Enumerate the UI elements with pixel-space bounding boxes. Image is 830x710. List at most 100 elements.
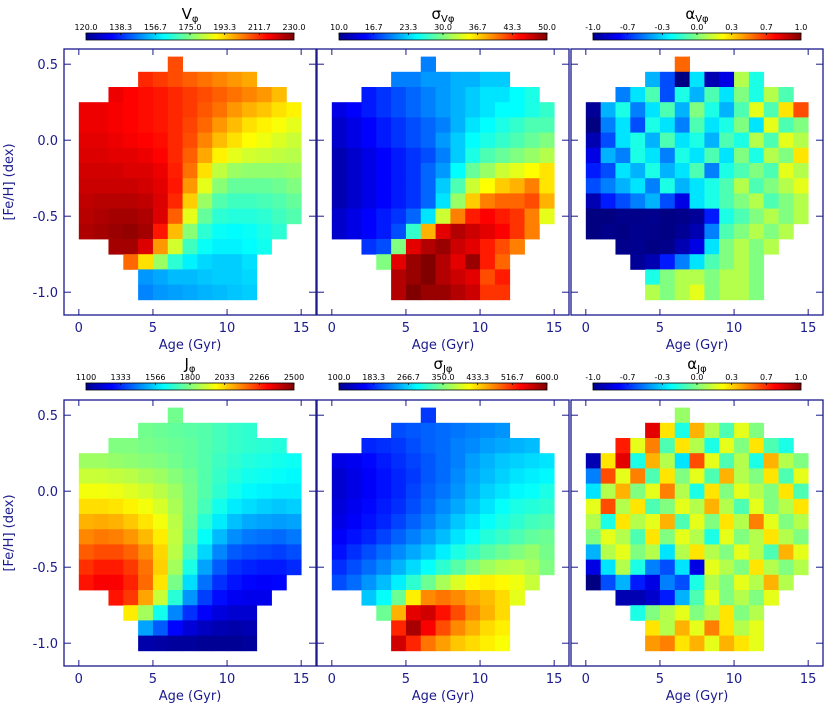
- heatmap-cell: [271, 87, 287, 103]
- heatmap-cell: [524, 483, 540, 500]
- colorbar-tick-label: 230.0: [283, 23, 306, 32]
- heatmap-cell: [450, 254, 466, 270]
- heatmap-cell: [450, 544, 466, 560]
- heatmap-cell: [138, 605, 154, 621]
- heatmap-cell: [108, 87, 124, 103]
- heatmap-cell: [167, 284, 183, 301]
- heatmap-cell: [331, 483, 348, 500]
- heatmap-cell: [138, 208, 154, 225]
- heatmap-cell: [197, 178, 213, 194]
- heatmap-cell: [212, 590, 228, 606]
- heatmap-cell: [659, 529, 676, 545]
- heatmap-cell: [465, 544, 481, 560]
- colorbar-tick-label: 16.7: [365, 23, 383, 32]
- heatmap-cell: [138, 178, 154, 194]
- heatmap-cell: [600, 208, 616, 225]
- heatmap-cell: [630, 438, 646, 454]
- x-tick-label: 15: [546, 321, 563, 336]
- y-tick-label: -1.0: [33, 286, 58, 301]
- heatmap-cell: [256, 438, 272, 454]
- heatmap-cell: [704, 269, 720, 285]
- heatmap-cell: [645, 529, 661, 545]
- heatmap-cell: [227, 132, 243, 149]
- heatmap-cell: [78, 178, 95, 194]
- heatmap-cell: [734, 514, 750, 530]
- heatmap-cell: [435, 87, 451, 103]
- heatmap-cell: [645, 284, 661, 301]
- heatmap-cell: [197, 117, 213, 133]
- heatmap-cell: [271, 438, 287, 454]
- heatmap-cell: [271, 559, 287, 576]
- heatmap-cell: [78, 147, 95, 164]
- heatmap-cell: [405, 635, 422, 652]
- heatmap-cell: [734, 468, 750, 484]
- heatmap-cell: [241, 193, 258, 209]
- heatmap-cell: [630, 254, 646, 270]
- x-axis-label: Age (Gyr): [159, 338, 222, 353]
- heatmap-cell: [227, 208, 243, 225]
- heatmap-cell: [78, 498, 95, 515]
- heatmap-cell: [167, 483, 183, 500]
- heatmap-cell: [286, 208, 302, 225]
- colorbar-tick-label: 0.0: [691, 373, 704, 382]
- heatmap-cell: [286, 453, 302, 469]
- heatmap-cell: [256, 529, 272, 545]
- heatmap-cell: [465, 193, 481, 209]
- heatmap-cell: [212, 498, 228, 515]
- heatmap-cell: [435, 102, 451, 118]
- heatmap-cell: [241, 117, 258, 133]
- heatmap-cell: [212, 574, 228, 591]
- heatmap-cell: [405, 87, 422, 103]
- heatmap-cell: [435, 438, 451, 454]
- heatmap-cell: [78, 208, 95, 225]
- heatmap-cell: [524, 178, 540, 194]
- heatmap-cell: [585, 223, 602, 240]
- heatmap-cell: [748, 635, 765, 652]
- heatmap-cell: [167, 117, 183, 133]
- heatmap-cell: [480, 147, 496, 164]
- heatmap-cell: [763, 483, 779, 500]
- heatmap-cell: [286, 498, 302, 515]
- x-tick-label: 5: [656, 321, 664, 336]
- heatmap-cell: [630, 498, 646, 515]
- heatmap-cell: [600, 193, 616, 209]
- heatmap-cell: [435, 468, 451, 484]
- heatmap-cell: [585, 193, 602, 209]
- heatmap-cell: [227, 590, 243, 606]
- heatmap-cell: [480, 208, 496, 225]
- heatmap-cell: [509, 102, 525, 118]
- heatmap-cell: [645, 117, 661, 133]
- heatmap-cell: [630, 574, 646, 591]
- x-tick-label: 10: [726, 672, 743, 687]
- heatmap-cell: [405, 239, 422, 255]
- heatmap-cell: [450, 132, 466, 149]
- heatmap-cell: [152, 544, 169, 560]
- heatmap-cell: [123, 132, 139, 149]
- heatmap-cell: [524, 208, 540, 225]
- heatmap-cell: [645, 559, 661, 576]
- x-axis-label: Age (Gyr): [666, 338, 729, 353]
- heatmap-cell: [435, 178, 451, 194]
- colorbar-tick-label: 2033: [214, 373, 234, 382]
- heatmap-cell: [674, 483, 690, 500]
- heatmap-cell: [271, 498, 287, 515]
- heatmap-cell: [630, 208, 646, 225]
- heatmap-cell: [435, 269, 451, 285]
- heatmap-cell: [197, 559, 213, 576]
- heatmap-cell: [227, 71, 243, 88]
- heatmap-cell: [405, 453, 422, 469]
- heatmap-cell: [734, 208, 750, 225]
- heatmap-cell: [480, 620, 496, 636]
- heatmap-cell: [152, 71, 169, 88]
- heatmap-cell: [524, 453, 540, 469]
- heatmap-cell: [674, 163, 690, 179]
- heatmap-cell: [361, 239, 377, 255]
- y-axis-label: [Fe/H] (dex): [2, 494, 17, 571]
- heatmap-cell: [108, 147, 124, 164]
- heatmap-cell: [182, 453, 198, 469]
- heatmap-cell: [509, 529, 525, 545]
- heatmap-cell: [361, 514, 377, 530]
- heatmap-cell: [793, 208, 809, 225]
- heatmap-cell: [659, 178, 676, 194]
- heatmap-cell: [704, 87, 720, 103]
